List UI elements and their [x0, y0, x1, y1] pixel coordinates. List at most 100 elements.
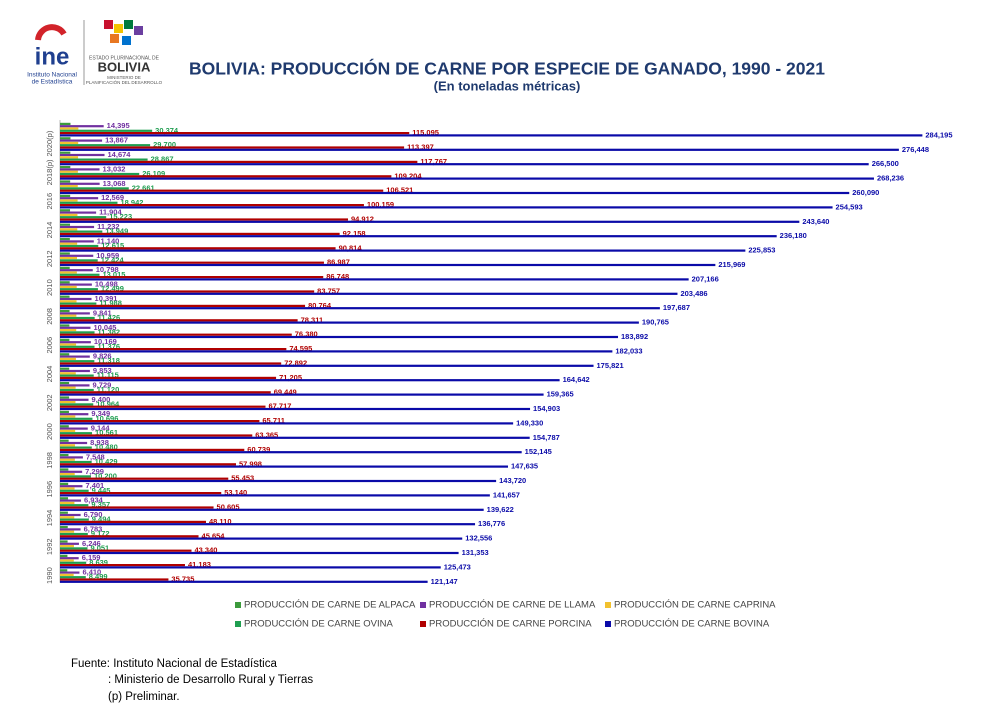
- value-label: 74,595: [289, 344, 312, 353]
- logo-square: [114, 24, 123, 33]
- bar: [60, 324, 70, 327]
- bar: [60, 319, 298, 322]
- value-label: 43,340: [195, 546, 218, 555]
- bar: [60, 463, 236, 466]
- bar: [60, 374, 94, 377]
- y-tick-label: 2002: [45, 394, 54, 411]
- logo-subtext: ESTADO PLURINACIONAL DE: [89, 55, 160, 61]
- value-label: 254,593: [836, 202, 863, 211]
- bar: [60, 223, 71, 226]
- legend-swatch: [420, 621, 426, 627]
- bar: [60, 405, 266, 408]
- bar: [60, 434, 253, 437]
- value-label: 115,095: [412, 128, 439, 137]
- value-label: 10,169: [94, 337, 117, 346]
- value-label: 50,605: [217, 502, 240, 511]
- bar: [60, 497, 69, 500]
- value-label: 60,739: [247, 445, 270, 454]
- value-label: 6,790: [84, 510, 103, 519]
- bar: [60, 401, 76, 404]
- bar: [60, 429, 76, 432]
- bar: [60, 545, 74, 548]
- value-label: 10,429: [95, 457, 118, 466]
- bar: [60, 180, 71, 183]
- value-label: 53,140: [224, 488, 247, 497]
- value-label: 106,521: [386, 186, 413, 195]
- bar: [60, 278, 689, 281]
- y-tick-label: 2008: [45, 308, 54, 325]
- bar: [60, 470, 83, 473]
- value-label: 28,867: [151, 155, 174, 164]
- bar: [60, 204, 364, 207]
- bar: [60, 353, 70, 356]
- bar: [60, 254, 94, 257]
- value-label: 276,448: [902, 145, 929, 154]
- bar: [60, 571, 80, 574]
- bar: [60, 398, 89, 401]
- value-label: 9,826: [93, 352, 112, 361]
- value-label: 147,635: [511, 462, 538, 471]
- value-label: 9,445: [92, 486, 111, 495]
- bar: [60, 427, 88, 430]
- bar: [60, 549, 192, 552]
- bar: [60, 485, 83, 488]
- legend-label: PRODUCCIÓN DE CARNE OVINA: [244, 619, 394, 630]
- logo-square: [134, 26, 143, 35]
- value-label: 92,158: [343, 229, 366, 238]
- value-label: 236,180: [780, 231, 807, 240]
- logo-arc: [35, 24, 67, 41]
- value-label: 9,349: [91, 409, 110, 418]
- value-label: 113,397: [407, 142, 434, 151]
- y-tick-label: 2014: [45, 222, 54, 239]
- y-tick-label: 1990: [45, 567, 54, 584]
- bar: [60, 475, 91, 478]
- value-label: 9,144: [91, 424, 111, 433]
- bar: [60, 456, 83, 459]
- bar: [60, 554, 68, 557]
- bar: [60, 191, 850, 195]
- value-label: 55,453: [231, 474, 254, 483]
- bar: [60, 146, 405, 149]
- value-label: 12,424: [101, 255, 125, 264]
- value-label: 71,205: [279, 373, 302, 382]
- bar: [60, 580, 428, 583]
- y-tick-label: 2004: [45, 366, 54, 383]
- bar: [60, 206, 833, 209]
- value-label: 121,147: [431, 577, 458, 586]
- bar: [60, 557, 79, 560]
- value-label: 11,232: [97, 222, 120, 231]
- y-tick-label: 2006: [45, 337, 54, 354]
- value-label: 182,033: [615, 346, 642, 355]
- bar: [60, 451, 522, 454]
- bar: [60, 235, 777, 238]
- y-tick-label: 1994: [45, 510, 54, 527]
- bar: [60, 281, 70, 284]
- bar: [60, 355, 90, 358]
- bar: [60, 386, 76, 389]
- bar: [60, 158, 148, 161]
- bar: [60, 415, 76, 418]
- value-label: 10,964: [96, 399, 120, 408]
- bar: [60, 189, 384, 192]
- bar: [60, 569, 68, 572]
- bar: [60, 218, 349, 221]
- value-label: 154,787: [533, 433, 560, 442]
- bar: [60, 211, 97, 214]
- bar: [60, 535, 199, 538]
- bar: [60, 473, 75, 476]
- value-label: 154,903: [533, 404, 560, 413]
- value-label: 11,382: [98, 327, 121, 336]
- bar: [60, 403, 94, 406]
- bar: [60, 259, 98, 262]
- value-label: 125,473: [444, 562, 471, 571]
- value-label: 139,622: [487, 505, 514, 514]
- bar: [60, 220, 800, 223]
- bar: [60, 257, 77, 260]
- value-label: 13,068: [103, 179, 126, 188]
- bar: [60, 194, 71, 197]
- bar: [60, 187, 129, 190]
- bar: [60, 170, 78, 173]
- bar: [60, 559, 74, 562]
- bar: [60, 372, 76, 375]
